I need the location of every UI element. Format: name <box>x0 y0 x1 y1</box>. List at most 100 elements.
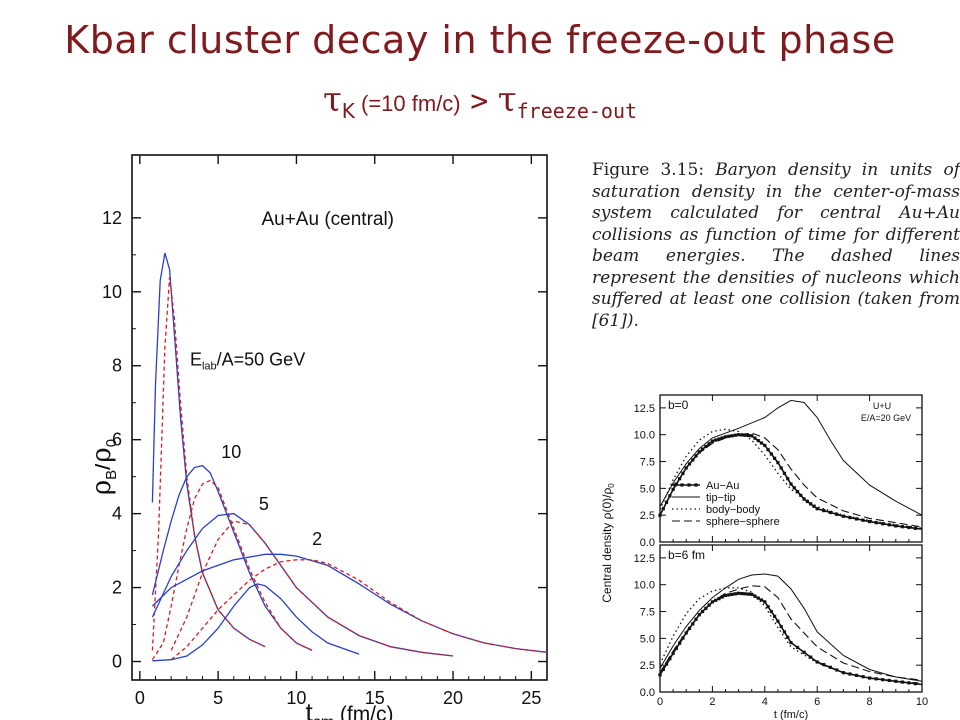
au-au-point <box>802 650 806 654</box>
tau-k-value: (=10 fm/c) <box>354 91 461 116</box>
au-au-point <box>664 662 669 666</box>
au-au-point <box>694 617 698 621</box>
au-au-point <box>740 591 744 596</box>
curve-label: 2 <box>312 529 322 549</box>
au-au-point <box>766 605 770 609</box>
au-au-point <box>730 434 734 438</box>
x-axis-label: t (fm/c) <box>774 709 808 720</box>
au-au-point <box>792 486 796 490</box>
au-au-point <box>740 433 744 437</box>
au-au-point <box>733 433 737 437</box>
au-au-point <box>861 518 865 522</box>
au-au-point <box>861 675 865 679</box>
au-au-point <box>756 596 760 600</box>
legend-dot <box>687 483 691 487</box>
au-au-point <box>763 443 767 448</box>
figure-caption: Figure 3.15: Baryon density in units of … <box>592 160 960 332</box>
y-tick-label: 6 <box>112 430 122 450</box>
au-au-point <box>815 507 819 511</box>
curve-label: 10 <box>221 442 241 462</box>
au-au-point <box>714 598 718 602</box>
curve-solid-10 <box>151 464 313 651</box>
y-tick-label: 7.5 <box>640 607 655 619</box>
au-au-point <box>809 502 813 506</box>
y-tick-label: 0 <box>112 652 122 672</box>
au-au-point <box>795 645 800 650</box>
au-au-point <box>769 609 773 614</box>
au-au-point <box>684 466 688 470</box>
au-au-point <box>697 450 701 454</box>
au-au-point <box>773 456 777 460</box>
au-au-point <box>789 482 793 486</box>
x-tick-label: 25 <box>521 688 541 708</box>
au-au-point <box>717 597 721 601</box>
au-au-point <box>661 667 665 672</box>
au-au-point <box>743 433 747 437</box>
au-au-point <box>694 454 698 458</box>
x-tick-label: 0 <box>135 688 145 708</box>
au-au-point <box>707 603 711 607</box>
au-au-point <box>805 499 809 504</box>
au-au-point <box>704 606 708 610</box>
au-au-point <box>733 592 737 596</box>
au-au-point <box>684 631 688 635</box>
legend-entry: body−body <box>706 504 761 516</box>
x-tick-label: 4 <box>762 696 768 708</box>
legend-dot <box>694 483 698 487</box>
au-au-point <box>687 462 692 466</box>
au-au-point <box>841 671 845 675</box>
panel-info: E/A=20 GeV <box>861 413 911 423</box>
y-tick-label: 0.0 <box>640 687 655 699</box>
au-au-point <box>661 507 665 511</box>
au-au-point <box>841 514 845 518</box>
au-au-point <box>782 471 787 475</box>
au-au-point <box>773 614 777 618</box>
au-au-point <box>812 504 816 508</box>
y-tick-label: 10.0 <box>634 580 655 592</box>
au-au-point <box>687 626 692 631</box>
curve-dashed-2 <box>170 559 548 661</box>
legend-dot <box>673 483 677 487</box>
curve-solid-50 <box>151 252 266 648</box>
au-au-point <box>723 435 728 439</box>
au-au-point <box>848 672 852 676</box>
y-tick-label: 10.0 <box>634 430 655 442</box>
au-au-point <box>874 521 878 525</box>
au-au-point <box>753 594 757 598</box>
au-au-point <box>750 592 754 596</box>
x-axis-label: tcm (fm/c) <box>305 697 393 720</box>
au-au-point <box>907 525 911 530</box>
au-au-point <box>874 677 878 681</box>
slide-title: Kbar cluster decay in the freeze-out pha… <box>64 18 896 62</box>
au-au-point <box>671 651 675 655</box>
au-au-point <box>913 526 918 530</box>
au-au-point <box>691 622 695 626</box>
au-au-point <box>678 477 682 481</box>
au-au-point <box>894 524 898 528</box>
left-plot-frame <box>131 154 548 681</box>
au-au-point <box>671 487 675 492</box>
au-au-point <box>868 520 872 524</box>
au-au-point <box>900 680 904 684</box>
au-au-point <box>802 497 806 501</box>
caption-label: Figure 3.15: <box>592 160 705 180</box>
series-line <box>659 585 923 681</box>
au-au-point <box>907 681 911 685</box>
y-axis-label: Central density ρ(0)/ρ0 <box>600 483 616 603</box>
y-tick-label: 10 <box>102 282 122 302</box>
au-au-point <box>727 434 731 438</box>
x-tick-label: 0 <box>657 696 663 708</box>
panel-label: b=0 <box>668 398 689 412</box>
au-au-point <box>795 489 800 494</box>
au-au-point <box>664 500 669 504</box>
series-line <box>659 399 923 516</box>
central-density-chart: 0.0 2.5 5.0 7.5 10.0 12.5 b=0 U+U E/A=20 GeV Au−A… <box>592 385 960 720</box>
au-au-point <box>786 635 790 639</box>
y-tick-label: 12.5 <box>634 553 655 565</box>
panel-info: U+U <box>873 401 891 411</box>
tau-symbol-2: τ <box>497 80 517 120</box>
au-au-point <box>668 494 672 498</box>
caption-text: Baryon density in units of saturation de… <box>592 160 960 331</box>
au-au-point <box>756 439 760 443</box>
